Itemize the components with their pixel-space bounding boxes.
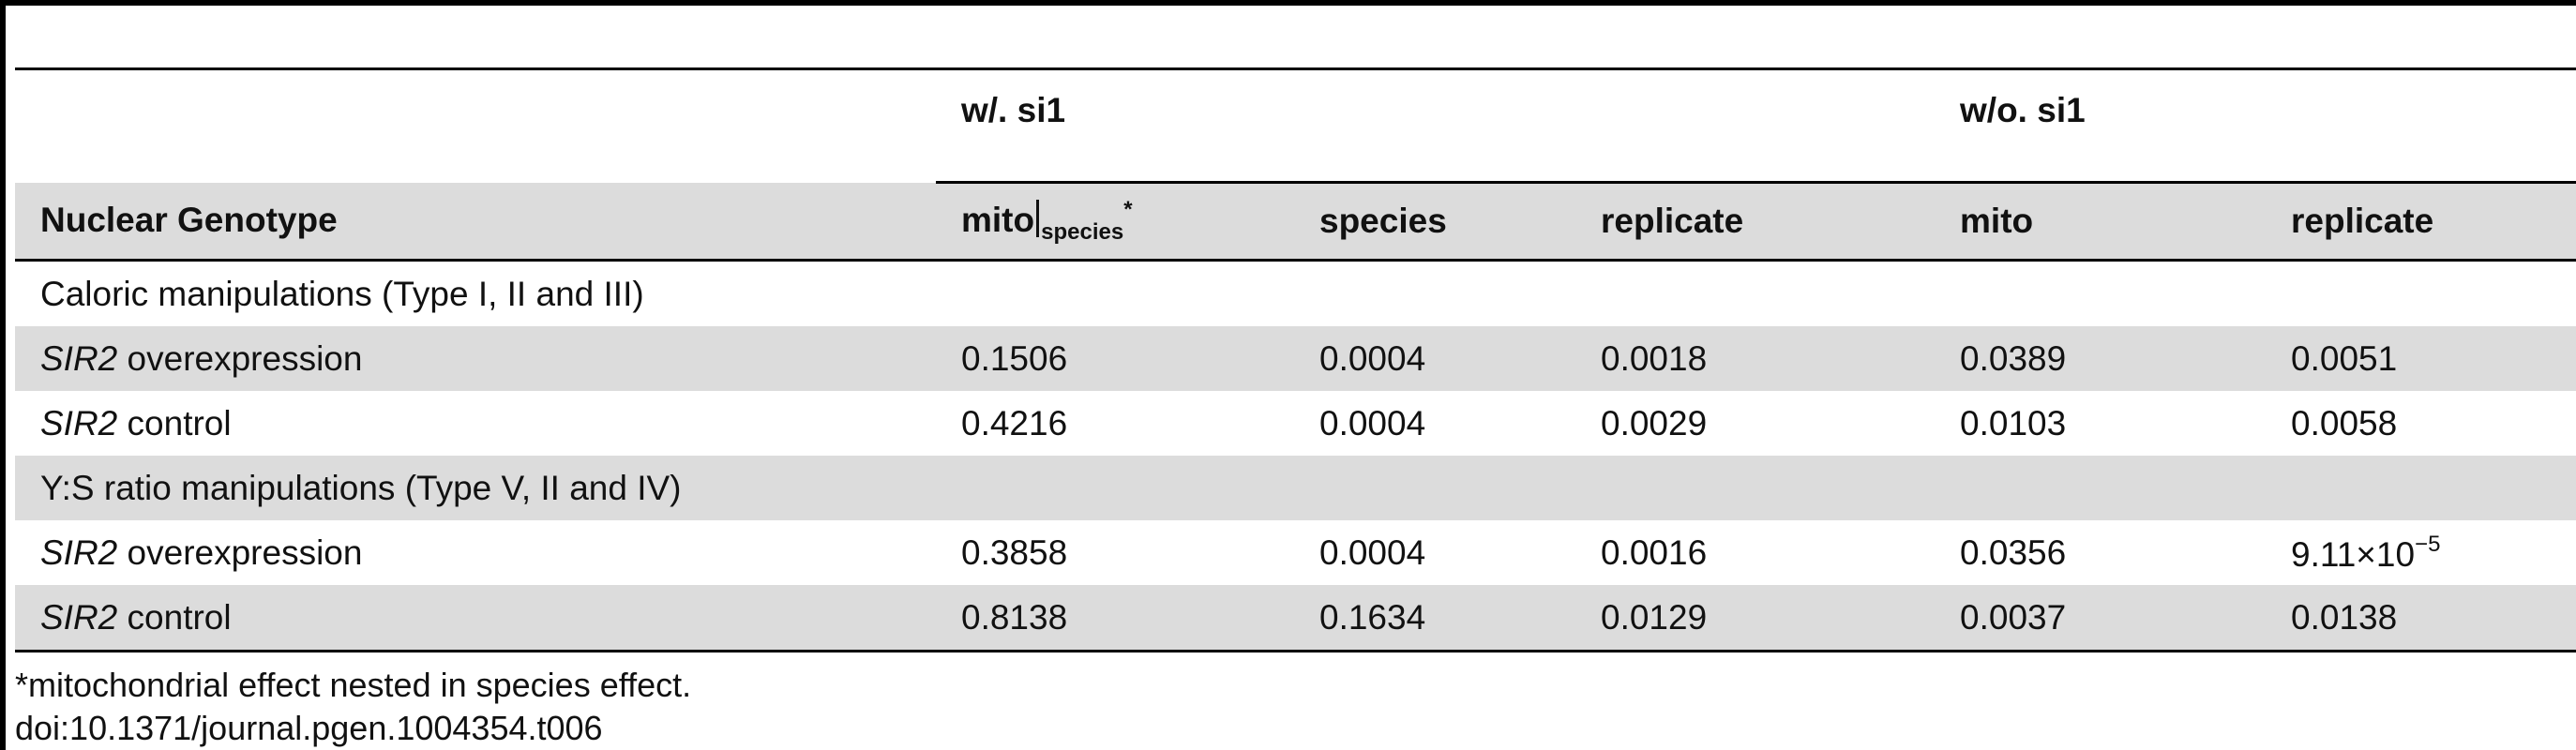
replicate2-base: 9.11×10: [2291, 534, 2416, 574]
table-container: w/. si1 w/o. si1 Nuclear Genotype mito sp…: [15, 68, 2576, 652]
species-cell: 0.0004: [1294, 326, 1575, 391]
species-cell: 0.1634: [1294, 585, 1575, 652]
genotype-label: control: [117, 403, 232, 442]
column-header-row: Nuclear Genotype mito species* species re…: [15, 182, 2576, 262]
col-header-mito-sub: species: [1041, 219, 1124, 245]
gene-name: SIR2: [40, 338, 118, 378]
mito-cell: 0.0037: [1935, 585, 2267, 652]
mito-cell: 0.0389: [1935, 326, 2267, 391]
col-header-mito-mark: *: [1123, 197, 1133, 222]
table-row: SIR2 control 0.4216 0.0004 0.0029 0.0103…: [15, 391, 2576, 456]
section-row: Caloric manipulations (Type I, II and II…: [15, 261, 2576, 327]
table-row: SIR2 overexpression 0.3858 0.0004 0.0016…: [15, 520, 2576, 585]
col-header-mito-main: mito: [961, 201, 1035, 239]
genotype-cell: SIR2 overexpression: [15, 520, 936, 585]
top-border: [0, 0, 2576, 6]
mito-species-cell: 0.8138: [936, 585, 1294, 652]
replicate-cell: 0.0016: [1601, 532, 1708, 572]
replicate2-cell: 0.0051: [2266, 326, 2576, 391]
mito-cell: 0.0356: [1960, 532, 2067, 572]
gene-name: SIR2: [40, 403, 118, 442]
col-header-genotype: Nuclear Genotype: [15, 182, 936, 262]
group-header-with-si1: w/. si1: [936, 68, 1936, 184]
species-cell: 0.0004: [1319, 532, 1426, 572]
col-header-replicate-2: replicate: [2266, 182, 2576, 262]
col-header-species: species: [1294, 182, 1575, 262]
left-border: [0, 0, 6, 750]
gene-name: SIR2: [40, 597, 118, 637]
table-row: SIR2 control 0.8138 0.1634 0.0129 0.0037…: [15, 585, 2576, 652]
group-header-empty: [15, 68, 936, 183]
mito-species-cell: 0.4216: [961, 403, 1068, 442]
footnote: *mitochondrial effect nested in species …: [15, 666, 692, 704]
col-header-mito: mito: [1935, 182, 2267, 262]
genotype-label: overexpression: [117, 532, 363, 572]
gene-name: SIR2: [40, 532, 118, 572]
section-title-caloric: Caloric manipulations (Type I, II and II…: [40, 274, 644, 313]
genotype-cell: SIR2 control: [15, 585, 936, 652]
table-row: SIR2 overexpression 0.1506 0.0004 0.0018…: [15, 326, 2576, 391]
replicate2-cell: 9.11×10−5: [2266, 520, 2576, 585]
mito-species-cell: 0.3858: [961, 532, 1068, 572]
genotype-label: overexpression: [117, 338, 363, 378]
replicate-cell: 0.0129: [1575, 585, 1936, 652]
genotype-cell: SIR2 control: [15, 391, 936, 456]
mito-cell: 0.0103: [1960, 403, 2067, 442]
nested-bar: [1036, 200, 1040, 237]
replicate2-exponent: −5: [2415, 531, 2441, 557]
genotype-label: control: [117, 597, 232, 637]
section-row: Y:S ratio manipulations (Type V, II and …: [15, 456, 2576, 520]
replicate-cell: 0.0029: [1601, 403, 1708, 442]
replicate2-cell: 0.0058: [2291, 403, 2398, 442]
col-header-replicate: replicate: [1575, 182, 1936, 262]
results-table: w/. si1 w/o. si1 Nuclear Genotype mito sp…: [15, 68, 2576, 652]
section-title-ys-ratio: Y:S ratio manipulations (Type V, II and …: [15, 456, 2576, 520]
genotype-cell: SIR2 overexpression: [15, 326, 936, 391]
group-header-without-si1: w/o. si1: [1935, 68, 2576, 184]
species-cell: 0.0004: [1319, 403, 1426, 442]
mito-species-cell: 0.1506: [936, 326, 1294, 391]
replicate2-cell: 0.0138: [2266, 585, 2576, 652]
doi-link[interactable]: doi:10.1371/journal.pgen.1004354.t006: [15, 709, 603, 747]
group-header-row: w/. si1 w/o. si1: [15, 68, 2576, 184]
col-header-mito-species: mito species*: [936, 182, 1294, 262]
replicate-cell: 0.0018: [1575, 326, 1936, 391]
